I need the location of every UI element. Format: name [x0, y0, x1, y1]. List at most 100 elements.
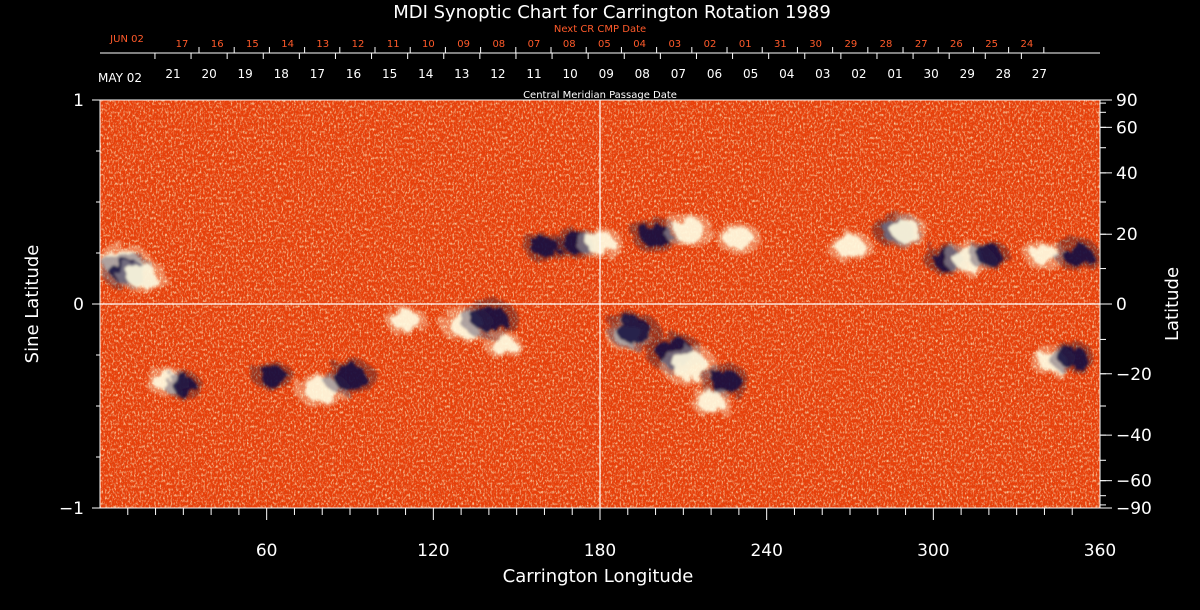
y-right-tick-label: −40	[1116, 426, 1152, 446]
y-right-tick-label: 20	[1116, 225, 1138, 245]
next-cmp-date-label: 07	[528, 39, 541, 50]
x-tick-label: 60	[256, 541, 278, 561]
cmp-date-label: 28	[996, 67, 1011, 81]
next-cmp-start-label: JUN 02	[109, 34, 144, 45]
next-cmp-date-label: 10	[422, 39, 435, 50]
negative-region	[709, 369, 741, 394]
cmp-date-label: 04	[779, 67, 794, 81]
y-left-tick-label: −1	[59, 499, 84, 519]
x-axis-label: Carrington Longitude	[503, 566, 694, 587]
negative-region	[171, 376, 196, 396]
cmp-date-label: 02	[851, 67, 866, 81]
cmp-date-label: 08	[635, 67, 650, 81]
next-cmp-date-label: 04	[633, 39, 646, 50]
negative-region	[1063, 243, 1093, 267]
next-cmp-date-label: 26	[950, 39, 963, 50]
next-cmp-date-label: 11	[387, 39, 400, 50]
next-cmp-date-label: 05	[598, 39, 611, 50]
cmp-date-label: 27	[1032, 67, 1047, 81]
x-tick-label: 180	[584, 541, 616, 561]
positive-region	[724, 227, 754, 251]
next-cmp-axis: 17 16 15 14 13 12 11 10 09 08 07 08 05 04 03 02 01 31 30 29…	[176, 39, 1045, 53]
y-right-tick-label: −20	[1116, 365, 1152, 385]
cmp-date-label: 21	[165, 67, 180, 81]
cmp-date-label: 29	[960, 67, 975, 81]
next-cmp-date-label: 31	[774, 39, 787, 50]
cmp-date-label: 01	[887, 67, 902, 81]
y-right-tick-label: 40	[1116, 164, 1138, 184]
next-cmp-date-label: 15	[246, 39, 259, 50]
x-tick-label: 240	[750, 541, 782, 561]
cmp-date-label: 09	[599, 67, 614, 81]
negative-region	[531, 236, 558, 258]
y-right-tick-label: −60	[1116, 472, 1152, 492]
negative-region	[616, 317, 651, 344]
cmp-date-label: 03	[815, 67, 830, 81]
cmp-date-label: 14	[418, 67, 433, 81]
next-cmp-date-label: 16	[211, 39, 224, 50]
negative-region	[1057, 345, 1087, 369]
chart-title: MDI Synoptic Chart for Carrington Rotati…	[393, 2, 831, 23]
next-cmp-date-label: 01	[739, 39, 752, 50]
cmp-start-label: MAY 02	[98, 71, 142, 85]
negative-region	[975, 244, 1003, 266]
cmp-axis-label: Central Meridian Passage Date	[523, 90, 677, 101]
positive-region	[126, 263, 158, 288]
cmp-date-label: 30	[923, 67, 938, 81]
y-right-tick-label: 90	[1116, 91, 1138, 111]
cmp-date-label: 17	[310, 67, 325, 81]
cmp-date-label: 20	[201, 67, 216, 81]
next-cmp-date-label: 08	[492, 39, 505, 50]
cmp-date-label: 19	[238, 67, 253, 81]
x-tick-label: 120	[417, 541, 449, 561]
cmp-date-label: 16	[346, 67, 361, 81]
active-regions	[100, 213, 1100, 417]
positive-region	[697, 391, 725, 413]
negative-region	[333, 364, 367, 391]
cmp-axis: 21 20 19 18 17 16 15 14 13 12 11 10 09 08 07 06 05 04 03 02…	[154, 53, 1047, 81]
positive-region	[835, 235, 865, 259]
next-cmp-date-label: 17	[176, 39, 189, 50]
y-left-tick-label: 0	[73, 295, 84, 315]
y-axis-right: 90 60 40 20 0 −20 −40 −60 −90	[1100, 91, 1152, 519]
next-cmp-date-label: 28	[880, 39, 893, 50]
next-cmp-date-label: 25	[985, 39, 998, 50]
y-left-tick-label: 1	[73, 91, 84, 111]
next-cmp-date-label: 03	[668, 39, 681, 50]
next-cmp-date-label: 02	[704, 39, 717, 50]
cmp-date-label: 05	[743, 67, 758, 81]
next-cmp-date-label: 09	[457, 39, 470, 50]
y-right-tick-label: 0	[1116, 295, 1127, 315]
positive-region	[673, 218, 705, 243]
x-tick-label: 300	[917, 541, 949, 561]
negative-region	[259, 365, 286, 386]
positive-region	[670, 351, 707, 380]
cmp-date-label: 11	[526, 67, 541, 81]
positive-region	[392, 309, 419, 331]
negative-region	[639, 222, 672, 247]
cmp-date-label: 06	[707, 67, 722, 81]
next-cmp-date-label: 08	[563, 39, 576, 50]
next-cmp-date-label: 29	[844, 39, 857, 50]
next-cmp-axis-label: Next CR CMP Date	[554, 24, 646, 35]
cmp-date-label: 07	[671, 67, 686, 81]
cmp-date-label: 18	[274, 67, 289, 81]
negative-region	[470, 304, 507, 333]
x-tick-label: 360	[1084, 541, 1116, 561]
y-right-tick-label: −90	[1116, 499, 1152, 519]
cmp-date-label: 10	[562, 67, 577, 81]
next-cmp-date-label: 24	[1020, 39, 1033, 50]
x-axis: 60 120 180 240 300 360	[127, 508, 1116, 561]
positive-region	[490, 335, 515, 355]
positive-region	[891, 219, 920, 242]
y-axis-left-label: Sine Latitude	[22, 245, 43, 364]
y-axis-left: 1 0 −1	[59, 91, 100, 519]
next-cmp-date-label: 12	[352, 39, 365, 50]
y-axis-right-label: Latitude	[1162, 267, 1183, 341]
cmp-date-label: 15	[382, 67, 397, 81]
positive-region	[1031, 244, 1058, 266]
next-cmp-date-label: 30	[809, 39, 822, 50]
next-cmp-date-label: 13	[316, 39, 329, 50]
cmp-date-label: 12	[490, 67, 505, 81]
